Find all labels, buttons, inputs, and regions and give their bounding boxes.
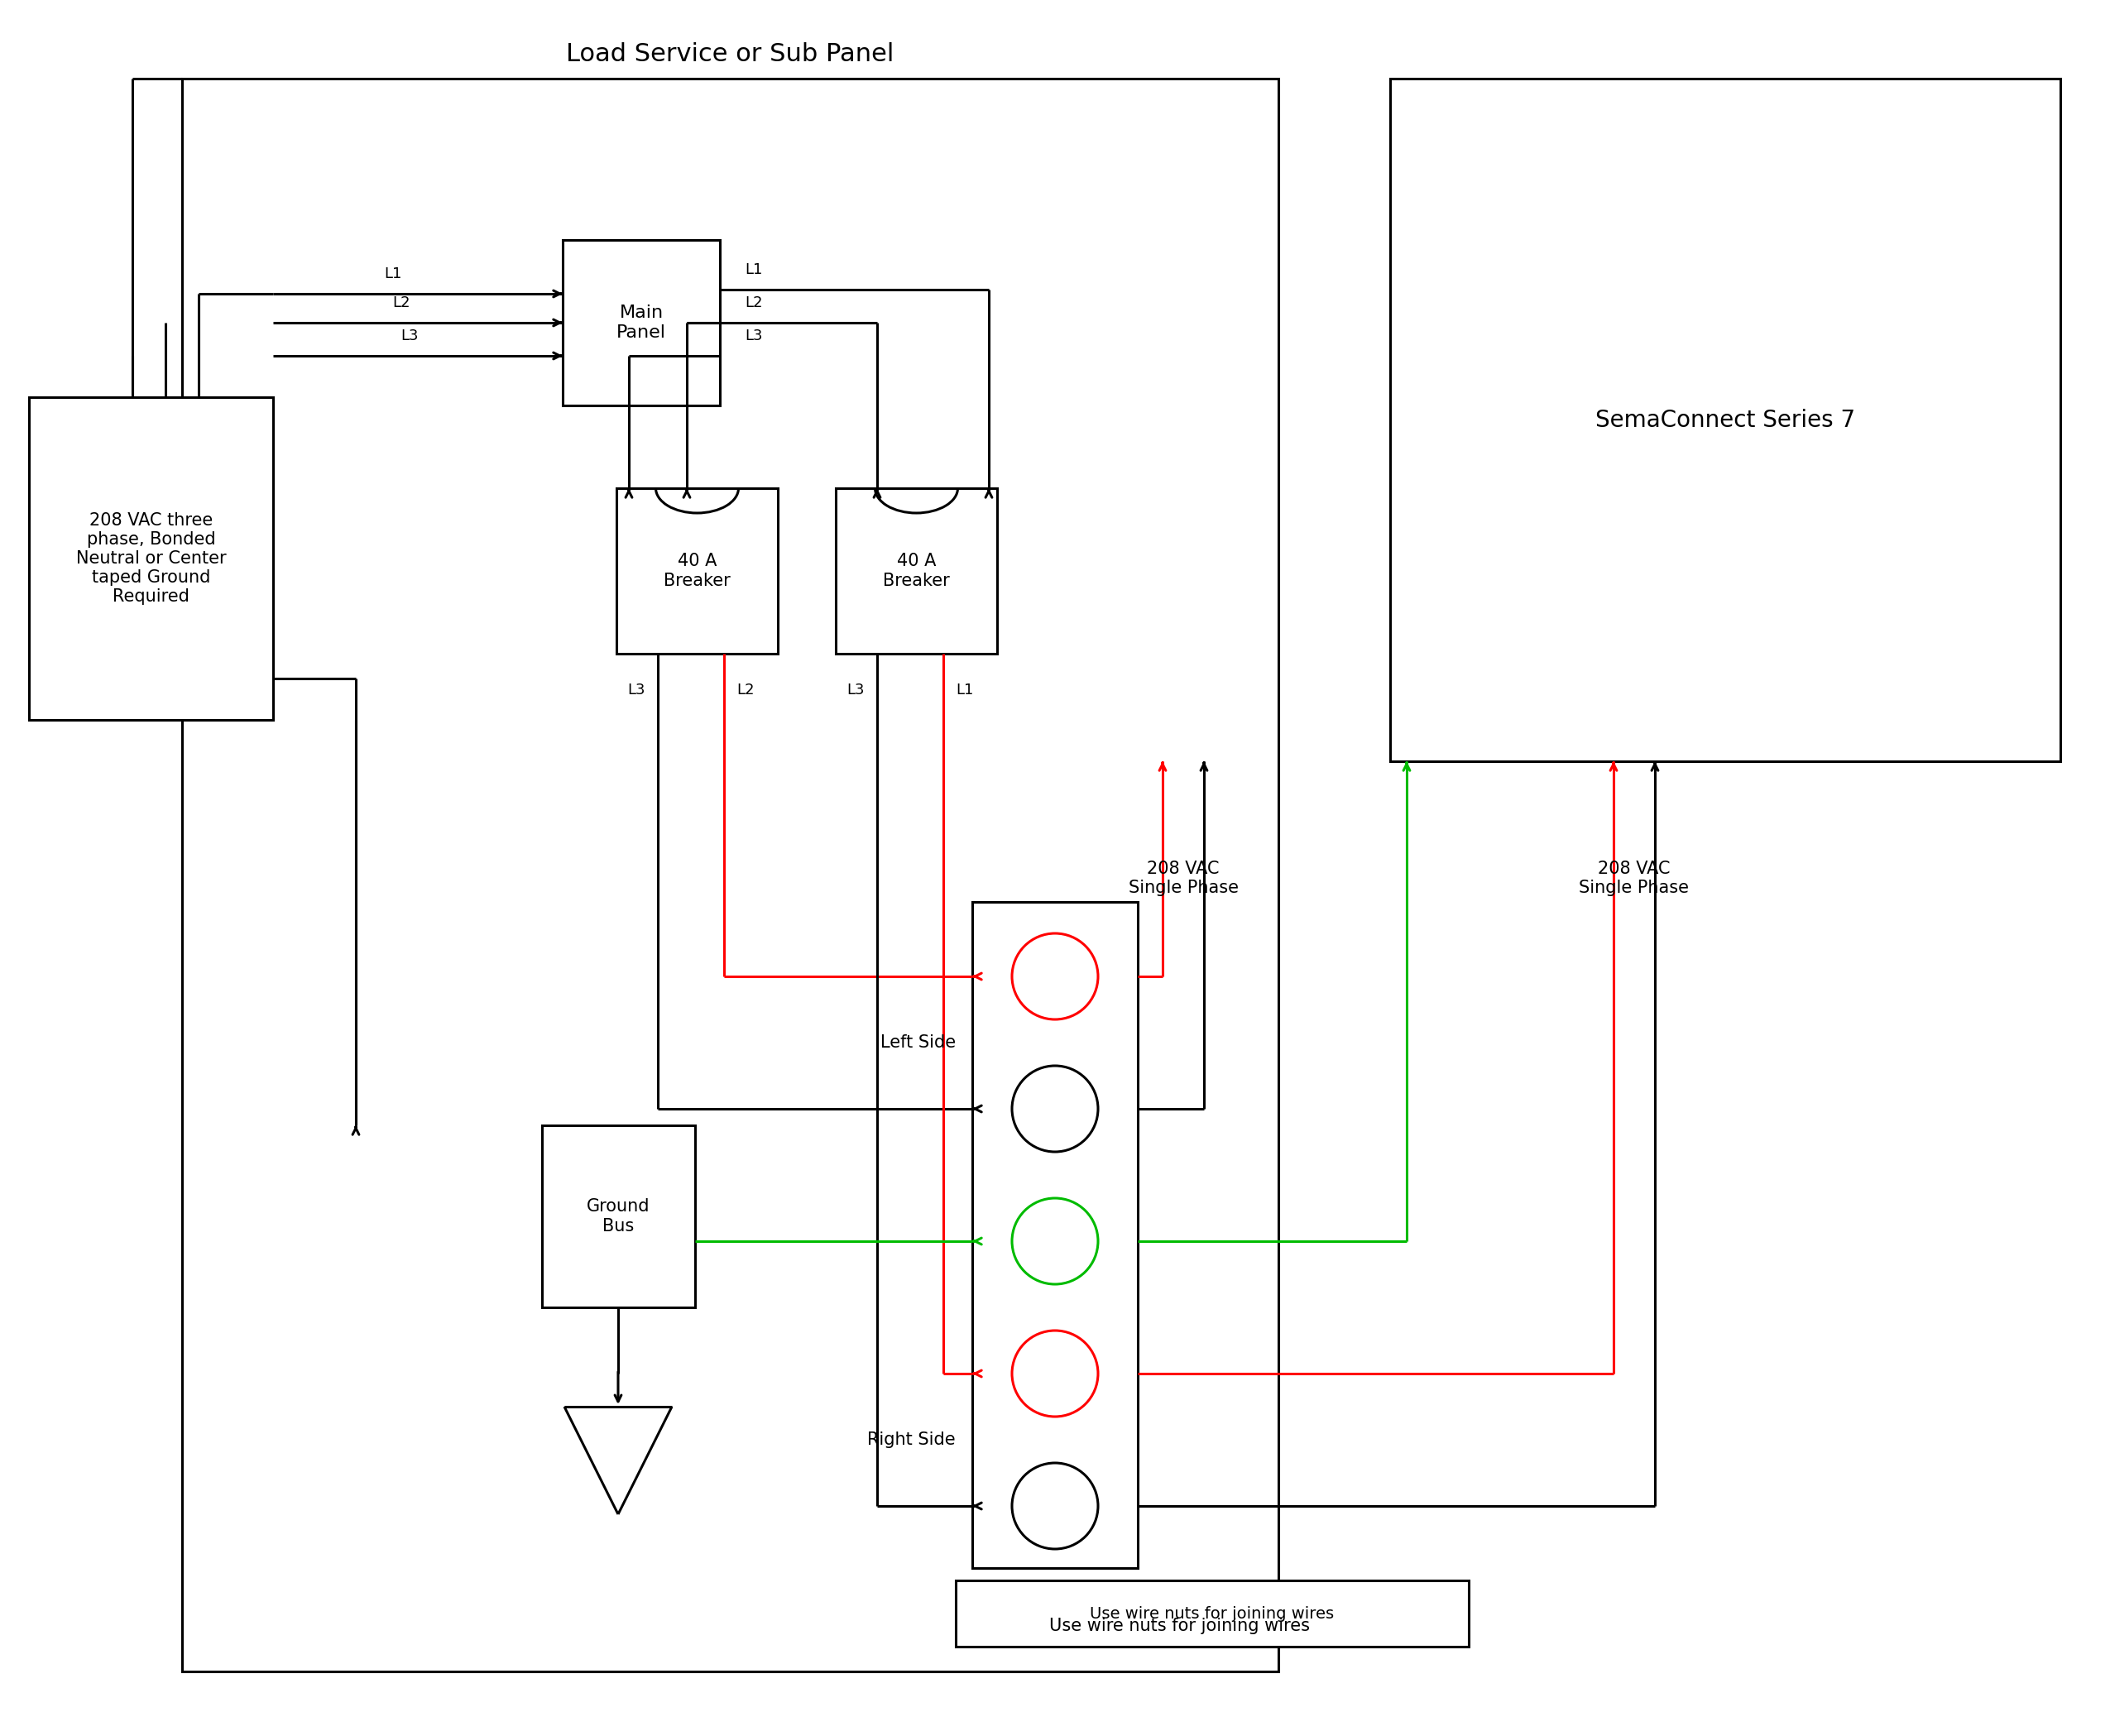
Bar [973, 903, 1137, 1568]
Text: L2: L2 [745, 295, 762, 311]
Text: 208 VAC
Single Phase: 208 VAC Single Phase [1129, 861, 1239, 896]
Text: 40 A
Breaker: 40 A Breaker [882, 554, 949, 589]
Text: Use wire nuts for joining wires: Use wire nuts for joining wires [1091, 1606, 1334, 1621]
Text: Main
Panel: Main Panel [616, 306, 667, 340]
Bar [542, 1125, 694, 1307]
Text: Ground
Bus: Ground Bus [587, 1198, 650, 1234]
Bar [956, 1580, 1469, 1647]
Text: L2: L2 [392, 295, 409, 311]
Bar [616, 488, 779, 654]
Text: L2: L2 [736, 682, 753, 698]
Bar [30, 398, 272, 720]
Text: Use wire nuts for joining wires: Use wire nuts for joining wires [1049, 1618, 1310, 1634]
Text: L3: L3 [846, 682, 865, 698]
Text: L3: L3 [627, 682, 646, 698]
Text: Right Side: Right Side [867, 1432, 956, 1448]
Bar [1390, 78, 2059, 762]
Text: L3: L3 [401, 328, 418, 344]
Text: Load Service or Sub Panel: Load Service or Sub Panel [565, 42, 895, 66]
Text: 40 A
Breaker: 40 A Breaker [665, 554, 730, 589]
Bar [836, 488, 998, 654]
Text: 208 VAC
Single Phase: 208 VAC Single Phase [1578, 861, 1690, 896]
Text: L3: L3 [745, 328, 762, 344]
Bar [181, 78, 1279, 1672]
Text: 208 VAC three
phase, Bonded
Neutral or Center
taped Ground
Required: 208 VAC three phase, Bonded Neutral or C… [76, 512, 226, 606]
Text: SemaConnect Series 7: SemaConnect Series 7 [1595, 408, 1855, 432]
Text: Left Side: Left Side [880, 1035, 956, 1050]
Text: L1: L1 [956, 682, 973, 698]
Bar [563, 240, 720, 406]
Text: L1: L1 [745, 262, 762, 278]
Text: L1: L1 [384, 266, 401, 281]
